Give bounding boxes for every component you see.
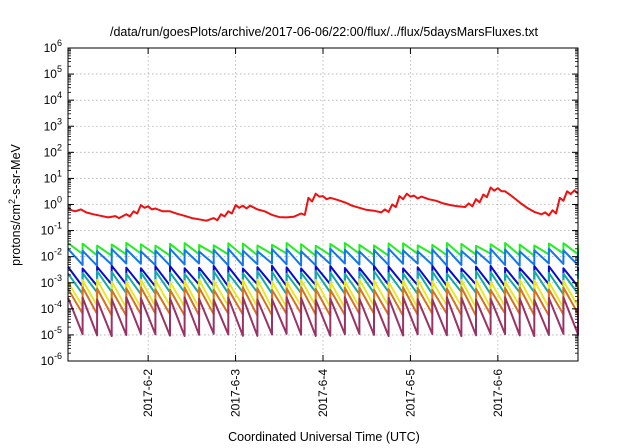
y-tick-label: 10-1 — [41, 221, 62, 238]
series-line-3 — [67, 247, 579, 267]
y-tick-label: 101 — [44, 168, 62, 185]
x-axis-title: Coordinated Universal Time (UTC) — [228, 430, 420, 444]
y-axis-title: protons/cm2-s-sr-MeV — [7, 143, 23, 265]
y-axis-title-sup: 2 — [7, 199, 17, 204]
x-tick-label: 2017-6-2 — [141, 369, 155, 417]
y-tick-label: 10-2 — [41, 247, 62, 264]
x-tick-label: 2017-6-6 — [491, 369, 505, 417]
y-tick-label: 10-5 — [41, 325, 62, 342]
x-tick-labels: 2017-6-2 2017-6-3 2017-6-4 2017-6-5 2017-6-6 — [141, 369, 505, 417]
series-line-8 — [67, 296, 579, 338]
y-tick-label: 105 — [44, 64, 62, 81]
grid-lines — [68, 48, 578, 361]
x-tick-label: 2017-6-5 — [403, 369, 417, 417]
y-tick-label: 103 — [44, 116, 62, 133]
y-axis-title-suffix: -s-sr-MeV — [9, 143, 23, 199]
plot-border — [67, 47, 579, 362]
series-line-1 — [67, 186, 579, 222]
chart-title: /data/run/goesPlots/archive/2017-06-06/2… — [110, 25, 539, 39]
y-tick-label: 10-6 — [41, 351, 62, 368]
y-tick-label: 10-3 — [41, 273, 62, 290]
x-tick-label: 2017-6-3 — [229, 369, 243, 417]
y-tick-label: 100 — [44, 195, 62, 212]
x-tick-label: 2017-6-4 — [316, 369, 330, 417]
y-tick-labels: 10-6 10-5 10-4 10-3 10-2 10-1 100 101 102 103 104 1… — [41, 38, 62, 368]
series-lines — [67, 186, 579, 338]
y-tick-label: 106 — [44, 38, 62, 55]
y-tick-label: 10-4 — [41, 299, 62, 316]
plot-frame — [67, 47, 579, 362]
y-tick-label: 102 — [44, 142, 62, 159]
y-tick-label: 104 — [44, 90, 62, 107]
y-axis-title-prefix: protons/cm — [9, 204, 23, 266]
